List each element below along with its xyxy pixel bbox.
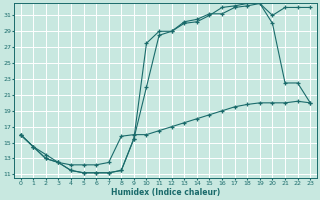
- X-axis label: Humidex (Indice chaleur): Humidex (Indice chaleur): [111, 188, 220, 197]
